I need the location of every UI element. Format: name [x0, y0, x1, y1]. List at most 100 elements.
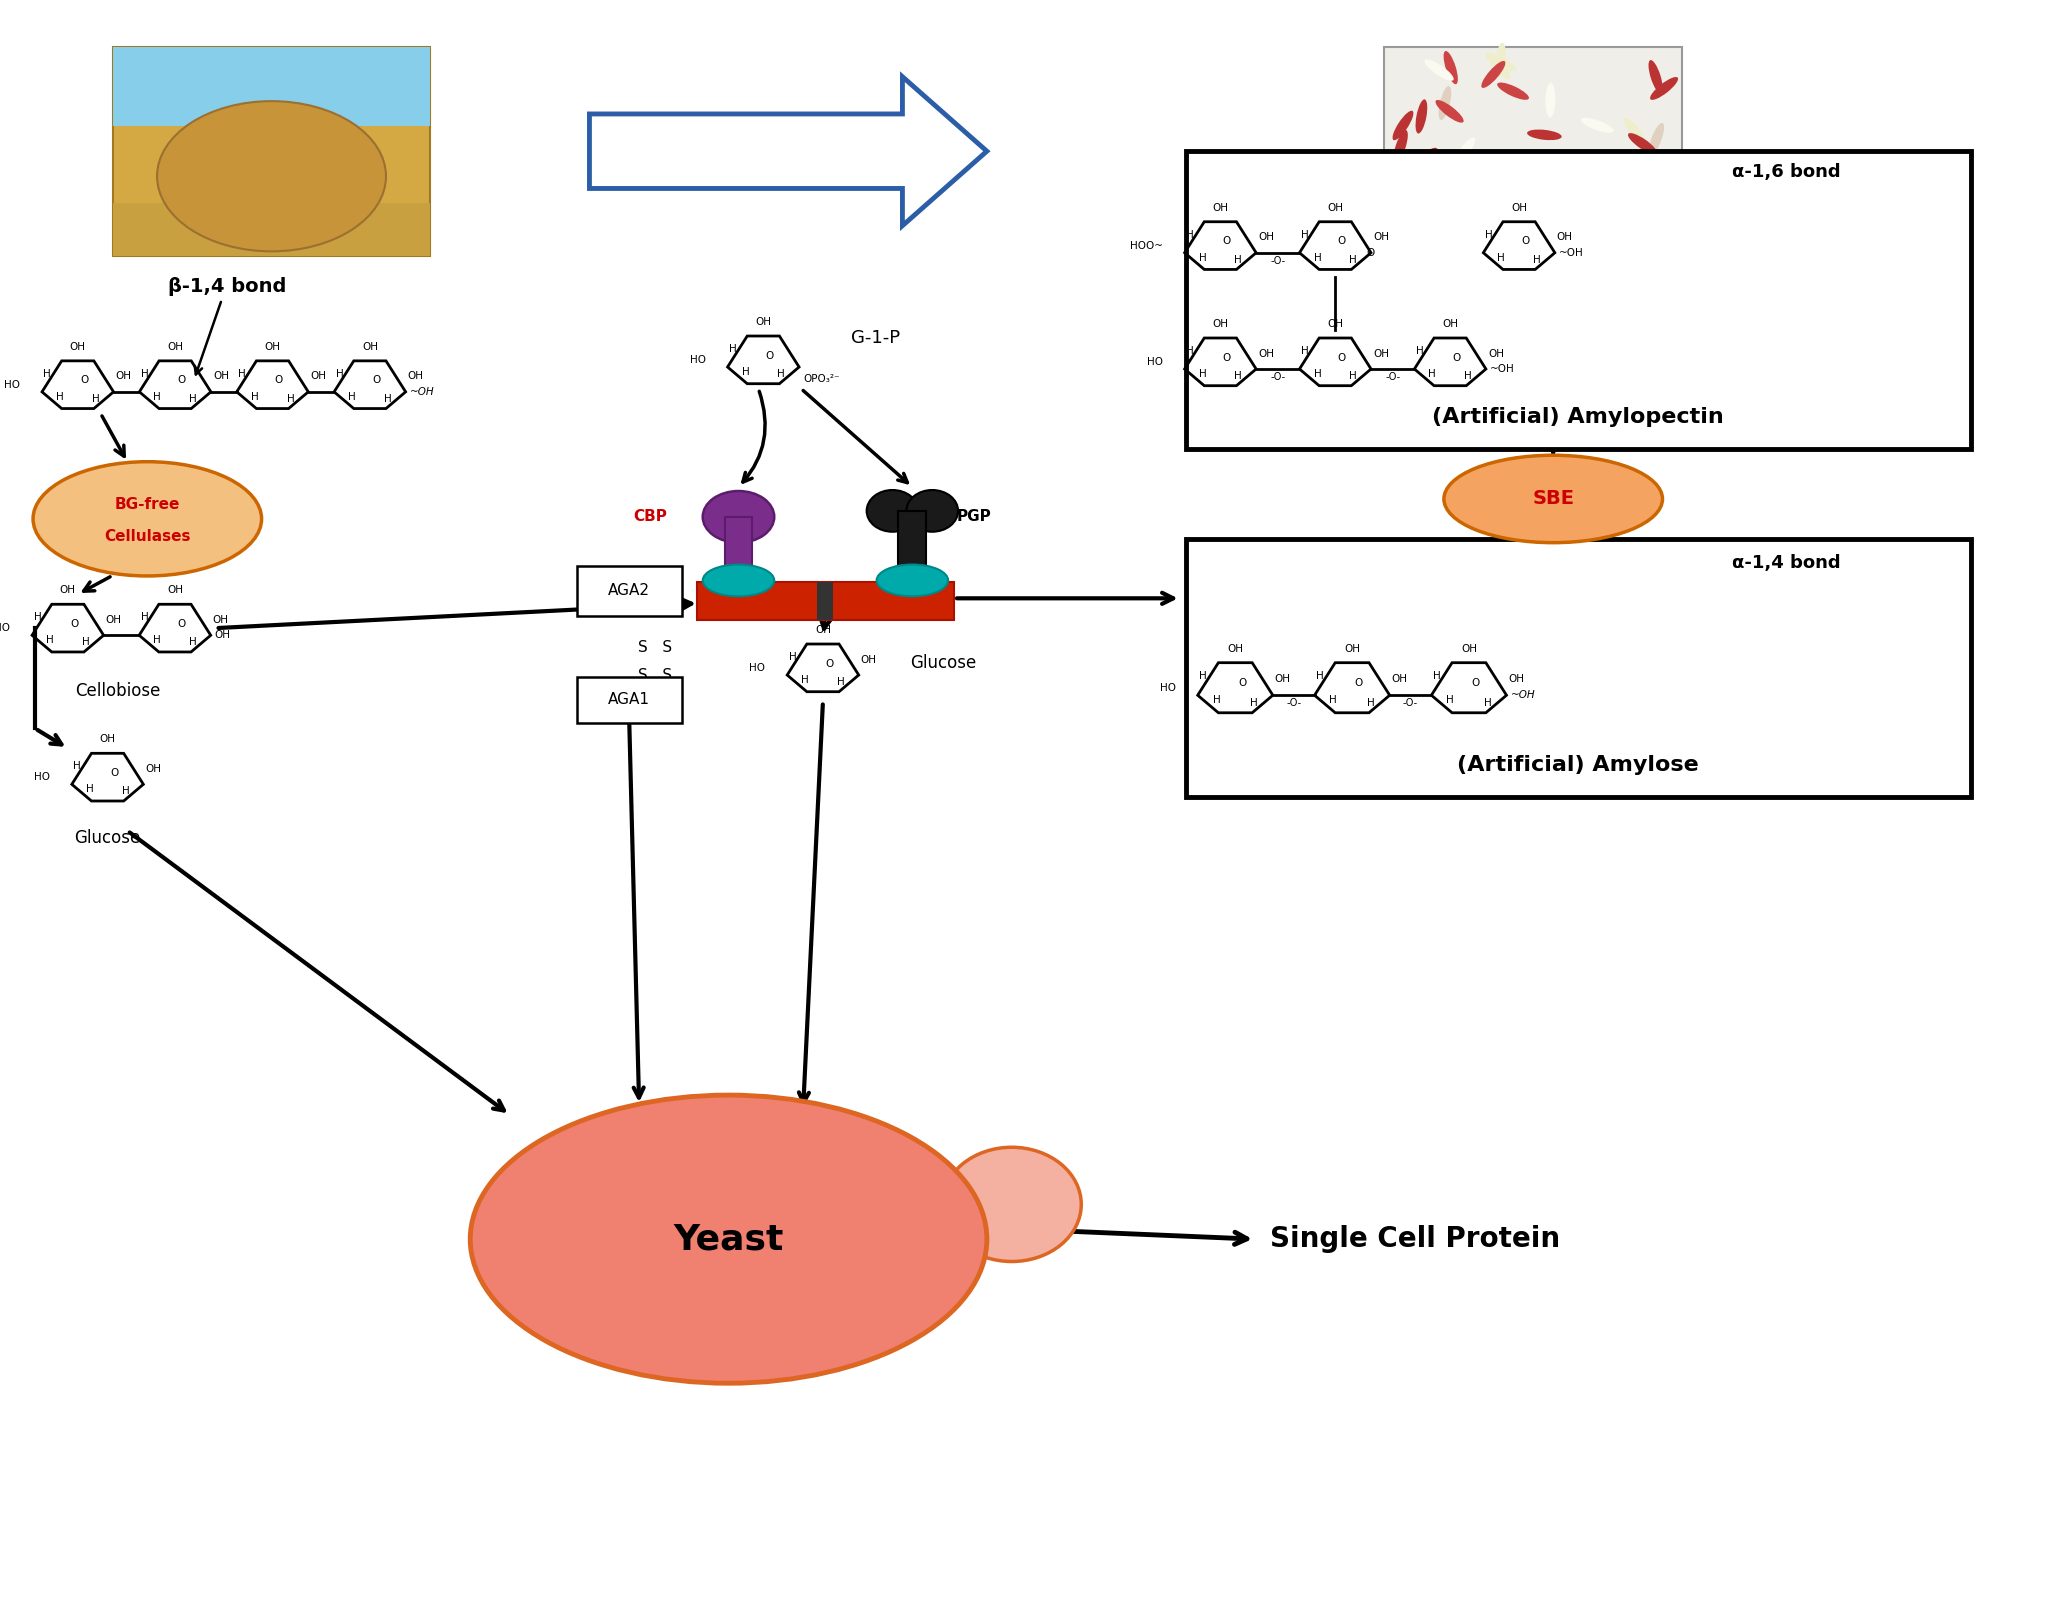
Text: HO: HO — [1159, 682, 1176, 692]
Text: O: O — [825, 658, 834, 668]
Bar — [725, 517, 752, 567]
Text: H: H — [1186, 346, 1194, 356]
Text: H: H — [121, 787, 129, 796]
Text: O: O — [1337, 237, 1346, 247]
Ellipse shape — [1436, 99, 1464, 123]
Ellipse shape — [1550, 178, 1585, 189]
Text: OH: OH — [100, 734, 115, 745]
Text: H: H — [141, 612, 147, 623]
Text: (Artificial) Amylose: (Artificial) Amylose — [1458, 755, 1700, 775]
Text: H: H — [188, 638, 197, 647]
Text: H: H — [348, 391, 356, 402]
Text: H: H — [838, 678, 844, 687]
Text: H: H — [1350, 372, 1358, 381]
Text: H: H — [1415, 346, 1423, 356]
FancyBboxPatch shape — [113, 203, 430, 256]
Ellipse shape — [1528, 130, 1563, 139]
Ellipse shape — [1415, 99, 1427, 133]
Text: OH: OH — [1343, 644, 1360, 654]
Text: -O-: -O- — [1270, 372, 1286, 381]
Ellipse shape — [1438, 87, 1452, 120]
Ellipse shape — [1440, 171, 1450, 205]
Text: HO: HO — [4, 380, 20, 389]
Ellipse shape — [1393, 186, 1425, 200]
Text: OH: OH — [115, 372, 131, 381]
Ellipse shape — [1495, 43, 1505, 77]
Text: OH: OH — [1509, 674, 1524, 684]
Text: OH: OH — [1257, 232, 1274, 242]
Ellipse shape — [1655, 191, 1690, 200]
Text: O: O — [1452, 352, 1460, 362]
Text: H: H — [154, 634, 162, 646]
Ellipse shape — [1393, 130, 1407, 163]
Text: H: H — [801, 674, 809, 684]
FancyBboxPatch shape — [578, 566, 682, 617]
Ellipse shape — [1544, 154, 1577, 168]
Text: OH: OH — [1372, 349, 1389, 359]
Text: H: H — [1235, 372, 1243, 381]
Text: O: O — [178, 375, 186, 386]
Text: OH: OH — [106, 615, 121, 625]
Text: O: O — [1223, 237, 1231, 247]
Ellipse shape — [1624, 119, 1647, 146]
Text: O: O — [274, 375, 283, 386]
Text: H: H — [188, 394, 197, 404]
Text: H: H — [1329, 695, 1337, 705]
Ellipse shape — [1530, 208, 1561, 231]
Text: H: H — [741, 367, 750, 376]
Text: OH: OH — [168, 341, 182, 352]
Text: HO: HO — [690, 356, 707, 365]
Text: OH: OH — [860, 655, 877, 665]
Text: OH: OH — [70, 341, 86, 352]
Text: H: H — [778, 368, 784, 380]
Ellipse shape — [1444, 455, 1663, 543]
Text: H: H — [287, 394, 295, 404]
Text: G-1-P: G-1-P — [850, 328, 899, 348]
Text: PGP: PGP — [956, 509, 991, 524]
Ellipse shape — [1425, 59, 1454, 80]
Text: Cellulases: Cellulases — [104, 529, 190, 545]
Text: -O-: -O- — [1403, 698, 1417, 708]
Text: O: O — [766, 351, 774, 360]
FancyBboxPatch shape — [1384, 46, 1681, 256]
Text: OH: OH — [1556, 232, 1573, 242]
Text: OH: OH — [309, 372, 326, 381]
Text: OH: OH — [1212, 203, 1229, 213]
Text: OH: OH — [213, 372, 229, 381]
Text: H: H — [1200, 671, 1206, 681]
Text: AGA1: AGA1 — [608, 692, 649, 706]
Text: H: H — [1434, 671, 1442, 681]
Text: O: O — [70, 618, 78, 630]
Text: H: H — [250, 391, 258, 402]
FancyBboxPatch shape — [113, 46, 430, 256]
Polygon shape — [590, 77, 987, 226]
FancyBboxPatch shape — [113, 46, 430, 127]
Ellipse shape — [1536, 231, 1567, 248]
Text: H: H — [1300, 229, 1309, 240]
Ellipse shape — [1585, 208, 1597, 242]
Text: (Artificial) Amylopectin: (Artificial) Amylopectin — [1432, 407, 1724, 428]
Text: H: H — [1313, 368, 1321, 378]
Ellipse shape — [702, 564, 774, 596]
Ellipse shape — [1649, 59, 1663, 93]
Text: H: H — [1427, 368, 1436, 378]
Text: OH: OH — [1327, 203, 1343, 213]
Text: O: O — [1223, 352, 1231, 362]
Text: H: H — [1485, 698, 1491, 708]
Text: HO: HO — [750, 663, 766, 673]
Ellipse shape — [907, 490, 958, 532]
Text: -O-: -O- — [1270, 256, 1286, 266]
Text: OH: OH — [1274, 674, 1290, 684]
Text: S   S: S S — [639, 641, 672, 655]
Text: H: H — [336, 368, 344, 380]
Text: O: O — [1473, 678, 1481, 689]
Text: H: H — [238, 368, 246, 380]
Text: O: O — [1366, 248, 1374, 258]
Text: HOO~: HOO~ — [1130, 240, 1163, 250]
Text: HO: HO — [35, 772, 49, 782]
Text: H: H — [1464, 372, 1473, 381]
Ellipse shape — [1640, 181, 1653, 215]
Text: OPO₃²⁻: OPO₃²⁻ — [803, 373, 840, 384]
Text: CBP: CBP — [633, 509, 668, 524]
Ellipse shape — [1444, 51, 1458, 85]
